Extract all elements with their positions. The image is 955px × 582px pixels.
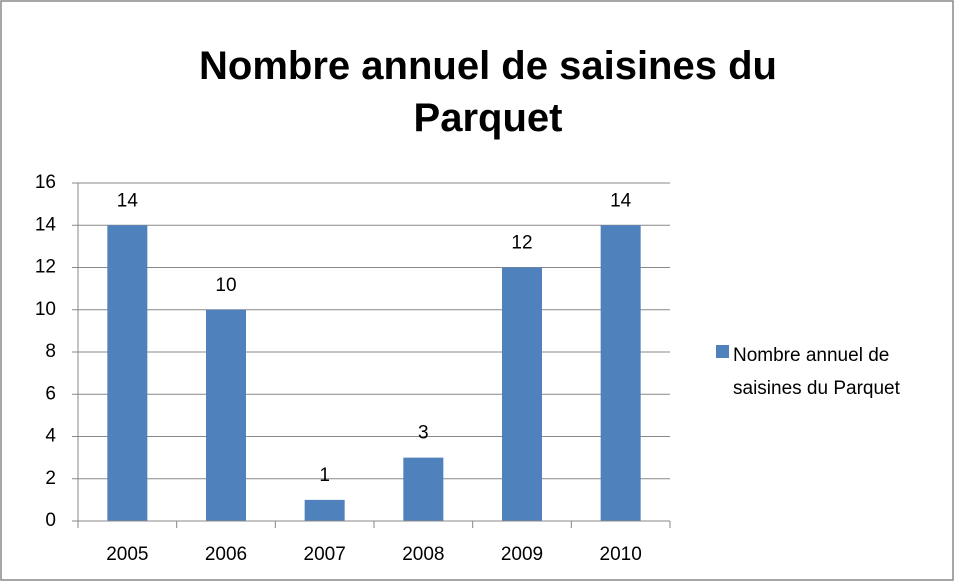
bar (304, 499, 345, 521)
bar (502, 267, 542, 521)
bar (600, 225, 641, 521)
data-label: 1 (319, 465, 330, 486)
data-label: 3 (418, 423, 429, 444)
data-label: 12 (511, 233, 532, 254)
x-tick-label: 2010 (600, 544, 642, 565)
bar (403, 457, 444, 521)
y-tick-label: 4 (45, 426, 56, 447)
data-label: 14 (117, 190, 139, 211)
y-tick-label: 16 (35, 172, 56, 193)
x-tick-label: 2005 (106, 544, 148, 565)
data-label: 10 (215, 275, 236, 296)
bar (206, 309, 246, 521)
y-tick-label: 0 (45, 510, 56, 531)
x-tick-label: 2007 (304, 544, 346, 565)
x-tick-label: 2009 (501, 544, 543, 565)
y-tick-label: 12 (35, 257, 56, 278)
legend-label: Nombre annuel de saisines du Parquet (733, 345, 900, 399)
legend-swatch (716, 345, 729, 358)
y-tick-label: 2 (45, 468, 56, 489)
x-tick-label: 2008 (402, 544, 444, 565)
y-tick-label: 10 (35, 299, 56, 320)
y-tick-label: 14 (35, 214, 57, 235)
y-tick-label: 8 (45, 341, 56, 362)
chart-title: Nombre annuel de saisines du Parquet (199, 44, 777, 140)
data-label: 14 (610, 190, 632, 211)
y-tick-label: 6 (45, 383, 56, 404)
x-tick-label: 2006 (205, 544, 247, 565)
bar (107, 225, 148, 521)
